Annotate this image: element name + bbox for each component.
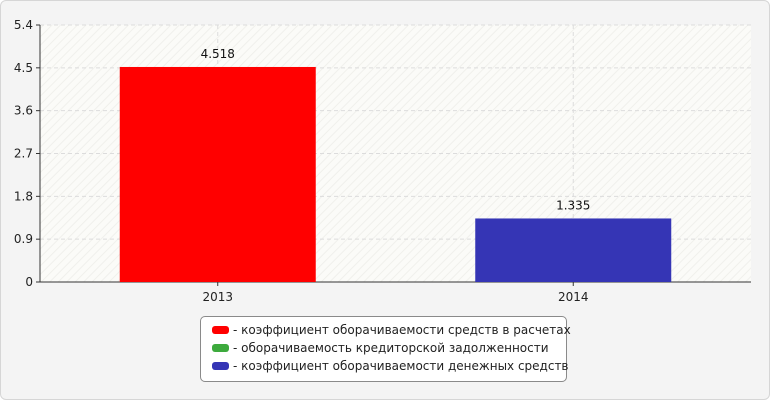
bar-value-label: 4.518 <box>201 47 235 61</box>
legend-prefix: - <box>233 359 242 373</box>
y-tick-label: 0.9 <box>14 232 33 246</box>
y-tick-label: 2.7 <box>14 147 33 161</box>
legend-prefix: - <box>233 323 242 337</box>
y-tick-label: 5.4 <box>14 18 33 32</box>
bar-2013 <box>119 66 316 282</box>
legend-label: коэффициент оборачиваемости средств в ра… <box>241 323 571 337</box>
legend: - коэффициент оборачиваемости средств в … <box>200 316 571 382</box>
bar-value-label: 1.335 <box>556 198 590 212</box>
y-tick-label: 0 <box>25 275 33 289</box>
bar-2014 <box>475 218 672 282</box>
x-tick-label: 2013 <box>202 290 233 304</box>
legend-label: коэффициент оборачиваемости денежных сре… <box>241 359 569 373</box>
x-tick-label: 2014 <box>558 290 589 304</box>
legend-swatch <box>212 326 229 334</box>
legend-item: - коэффициент оборачиваемости средств в … <box>212 321 571 339</box>
legend-swatch <box>212 344 229 352</box>
y-tick-label: 1.8 <box>14 189 33 203</box>
y-tick-label: 4.5 <box>14 61 33 75</box>
legend-item: - оборачиваемость кредиторской задолженн… <box>212 339 556 357</box>
y-tick-label: 3.6 <box>14 104 33 118</box>
legend-item: - коэффициент оборачиваемости денежных с… <box>212 357 569 375</box>
legend-swatch <box>212 362 229 370</box>
legend-label: оборачиваемость кредиторской задолженнос… <box>241 341 549 355</box>
legend-prefix: - <box>233 341 242 355</box>
